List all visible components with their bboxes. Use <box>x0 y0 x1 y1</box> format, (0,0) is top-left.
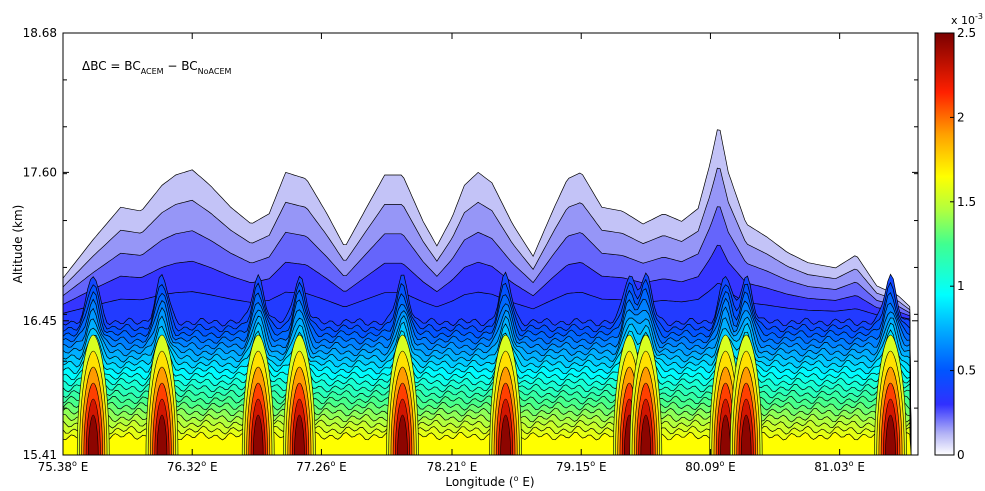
hotspot-plume-4-level-6 <box>294 414 305 455</box>
y-axis-label: Altitude (km) <box>11 205 25 284</box>
x-tick-label: 75.38o E <box>38 459 89 474</box>
colorbar-tick-label: 0.5 <box>957 364 976 378</box>
hotspot-plume-8-level-6 <box>640 414 652 455</box>
x-tick-label: 80.09o E <box>685 459 736 474</box>
hotspot-plume-5-level-6 <box>397 414 408 455</box>
colorbar-tick-label: 2.5 <box>957 26 976 40</box>
colorbar-tick-label: 2 <box>957 110 965 124</box>
hotspot-plume-1-level-6 <box>87 414 99 455</box>
x-axis-label: Longitude (o E) <box>445 474 534 489</box>
colorbar-gradient <box>934 32 955 456</box>
contour-level-25 <box>63 429 912 455</box>
x-tick-label: 76.32o E <box>167 459 218 474</box>
x-tick-label: 77.26o E <box>296 459 347 474</box>
colorbar: 0 0.5 1 1.5 2 2.5 x 10-3 <box>934 12 983 462</box>
x-tick-label: 78.21o E <box>427 459 478 474</box>
y-tick-label: 15.41 <box>23 448 57 462</box>
colorbar-multiplier: x 10-3 <box>951 12 983 27</box>
hotspot-plume-11-level-6 <box>885 414 896 455</box>
x-tick-label: 79.15o E <box>556 459 607 474</box>
hotspot-plume-2-level-6 <box>156 414 168 455</box>
colorbar-tick-label: 0 <box>957 448 965 462</box>
plot-frame <box>62 32 919 456</box>
delta-bc-annotation: ΔBC = BCACEM − BCNoACEM <box>82 59 232 76</box>
colorbar-tick-label: 1.5 <box>957 195 976 209</box>
hotspot-plume-6-level-6 <box>500 414 511 455</box>
y-tick-label: 17.60 <box>23 165 57 179</box>
hotspot-plume-10-level-6 <box>740 414 752 455</box>
y-tick-label: 16.45 <box>23 314 57 328</box>
colorbar-tick-label: 1 <box>957 279 965 293</box>
hotspot-plume-3-level-6 <box>252 414 264 455</box>
plot-area: 75.38o E 76.32o E 77.26o E 78.21o E 79.15o E… <box>23 26 919 474</box>
x-tick-label: 81.03o E <box>814 459 865 474</box>
y-tick-label: 18.68 <box>23 26 57 40</box>
